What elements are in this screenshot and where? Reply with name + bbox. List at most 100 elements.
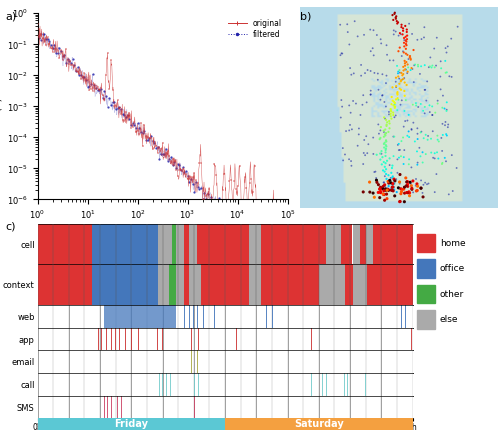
FancyBboxPatch shape bbox=[416, 260, 435, 278]
Point bbox=[402, 40, 410, 47]
Point bbox=[358, 101, 366, 108]
Point bbox=[382, 146, 390, 153]
Bar bbox=[341, 224, 352, 264]
Bar bbox=[367, 264, 412, 305]
Point bbox=[448, 152, 456, 159]
Point bbox=[380, 179, 388, 186]
Point bbox=[380, 191, 388, 198]
Point bbox=[350, 70, 358, 77]
Point bbox=[359, 160, 367, 167]
Point bbox=[345, 102, 353, 109]
Point bbox=[402, 182, 410, 189]
Point bbox=[402, 97, 410, 104]
Point bbox=[397, 31, 405, 38]
Point bbox=[418, 189, 426, 196]
Point bbox=[400, 198, 408, 205]
Point bbox=[406, 179, 414, 186]
Point bbox=[454, 23, 462, 30]
Point bbox=[380, 140, 388, 148]
Point bbox=[392, 112, 400, 119]
Point bbox=[382, 185, 390, 192]
Point bbox=[380, 181, 388, 188]
Point bbox=[374, 121, 382, 128]
Point bbox=[390, 192, 398, 199]
Point bbox=[435, 138, 443, 145]
Point bbox=[382, 149, 390, 156]
Point bbox=[392, 15, 400, 22]
Point bbox=[382, 190, 390, 198]
Point bbox=[391, 99, 399, 106]
Point bbox=[393, 62, 401, 70]
Point bbox=[392, 84, 400, 91]
Point bbox=[400, 35, 408, 42]
Point bbox=[398, 188, 406, 195]
Point bbox=[422, 97, 430, 104]
Bar bbox=[169, 264, 175, 305]
Point bbox=[388, 93, 396, 101]
Point bbox=[384, 186, 392, 193]
Point bbox=[414, 130, 422, 137]
Point bbox=[388, 162, 396, 169]
Point bbox=[396, 66, 404, 74]
Point bbox=[379, 183, 387, 190]
Point bbox=[386, 179, 394, 186]
Point bbox=[443, 132, 451, 139]
Point bbox=[408, 186, 416, 193]
Point bbox=[394, 32, 402, 39]
Point bbox=[408, 125, 416, 132]
Point bbox=[386, 162, 394, 169]
Point bbox=[394, 95, 402, 102]
Point bbox=[430, 64, 438, 71]
Point bbox=[338, 50, 345, 57]
Point bbox=[376, 36, 384, 43]
Point bbox=[429, 128, 437, 135]
Point bbox=[409, 189, 417, 196]
Point bbox=[420, 23, 428, 31]
Point bbox=[396, 171, 404, 178]
Point bbox=[389, 183, 397, 190]
Point bbox=[400, 190, 408, 197]
Point bbox=[430, 155, 438, 162]
Point bbox=[374, 70, 382, 77]
Point bbox=[403, 35, 411, 43]
Point bbox=[384, 185, 392, 192]
Point bbox=[400, 183, 408, 190]
Point bbox=[421, 86, 429, 93]
Point bbox=[355, 131, 363, 138]
Point bbox=[395, 140, 403, 148]
Point bbox=[438, 134, 446, 141]
Point bbox=[436, 58, 444, 65]
Point bbox=[421, 103, 429, 110]
Point bbox=[357, 62, 365, 69]
Point bbox=[401, 66, 409, 73]
Point bbox=[398, 31, 406, 38]
Point bbox=[396, 80, 404, 87]
Point bbox=[392, 74, 400, 81]
Point bbox=[396, 44, 404, 51]
Point bbox=[339, 144, 347, 152]
Point bbox=[396, 198, 404, 205]
Point bbox=[408, 126, 416, 133]
Point bbox=[381, 163, 389, 171]
Point bbox=[438, 120, 446, 128]
Point bbox=[376, 127, 384, 134]
Point bbox=[388, 84, 396, 91]
Bar bbox=[373, 224, 412, 264]
Point bbox=[402, 42, 410, 49]
Point bbox=[357, 72, 365, 79]
Bar bbox=[158, 264, 169, 305]
Point bbox=[345, 156, 353, 163]
Point bbox=[391, 9, 399, 16]
Point bbox=[428, 103, 436, 110]
Point bbox=[434, 100, 442, 107]
Point bbox=[378, 150, 386, 157]
Point bbox=[417, 185, 425, 192]
Bar bbox=[250, 264, 260, 305]
Point bbox=[402, 33, 409, 40]
Point bbox=[390, 57, 398, 64]
Point bbox=[395, 75, 403, 82]
Point bbox=[370, 151, 378, 158]
Point bbox=[348, 126, 356, 133]
Point bbox=[402, 82, 410, 89]
Point bbox=[394, 184, 402, 191]
